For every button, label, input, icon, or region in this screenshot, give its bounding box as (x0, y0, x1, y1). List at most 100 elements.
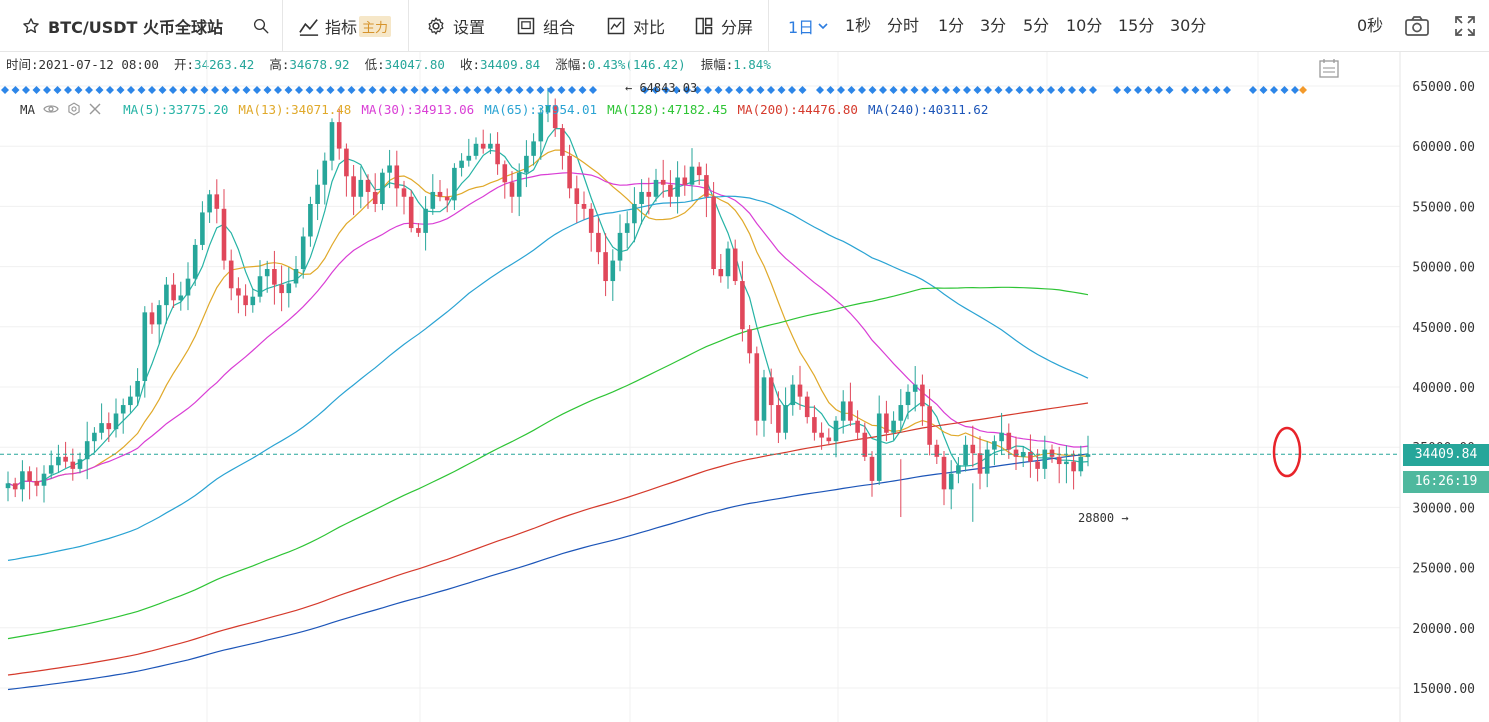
candle-body (394, 165, 400, 189)
signal-diamond (735, 86, 744, 94)
fullscreen-icon[interactable] (1453, 0, 1477, 52)
signal-diamond (1223, 86, 1231, 94)
signal-diamond (879, 86, 887, 94)
ma-line (7, 195, 1089, 561)
calendar-icon[interactable] (1318, 57, 1340, 79)
signal-diamond (253, 86, 261, 94)
signal-diamond (1270, 86, 1278, 94)
candle-body (77, 459, 83, 469)
candle-body (1056, 456, 1062, 465)
signal-diamond (305, 86, 314, 94)
candle-body (560, 128, 565, 156)
signal-diamond (1259, 86, 1268, 94)
candle-body (740, 281, 745, 330)
period-5m[interactable]: 5分 (1023, 16, 1050, 35)
candle-body (185, 278, 191, 296)
signal-diamond (952, 86, 961, 94)
amplitude-label: 振幅: (700, 57, 734, 72)
signal-diamond (1, 86, 9, 94)
candle-body (192, 244, 198, 279)
ma-legend: MA MA(5):33775.20 MA(13):34071.48 MA(30)… (6, 100, 998, 118)
signal-diamond (1280, 86, 1289, 94)
camera-icon[interactable] (1404, 0, 1430, 52)
candle-body (898, 405, 904, 421)
symbol-title[interactable]: BTC/USDT 火币全球站 (48, 18, 223, 37)
interval-dropdown[interactable]: 1日 (788, 0, 829, 52)
signal-diamond (672, 86, 681, 94)
candle-body (257, 276, 263, 297)
candle-body (840, 401, 846, 421)
eye-icon[interactable] (43, 103, 59, 115)
signal-diamond (242, 86, 251, 94)
signal-diamond (578, 86, 587, 94)
candle-body (783, 405, 788, 433)
low-marker-label: 28800 → (1078, 511, 1129, 525)
period-1m[interactable]: 1分 (938, 16, 965, 35)
signal-diamond (190, 86, 198, 94)
compare-button[interactable]: 对比 (606, 0, 665, 52)
candle-body (480, 143, 486, 149)
signal-diamond (137, 86, 146, 94)
signal-diamond (116, 86, 125, 94)
price-chart[interactable]: 15000.0020000.0025000.0030000.0035000.00… (0, 52, 1489, 722)
candle-body (365, 179, 371, 192)
candle-body (34, 480, 40, 486)
period-timeshare[interactable]: 分时 (887, 16, 920, 35)
signal-diamond (1212, 86, 1221, 94)
period-1s[interactable]: 1秒 (845, 16, 872, 35)
candle-body (135, 380, 140, 397)
signal-diamond (11, 86, 20, 94)
signal-diamond (1078, 86, 1087, 94)
candle-body (488, 143, 493, 149)
signal-diamond (536, 86, 545, 94)
settings-icon[interactable] (67, 102, 81, 116)
favorite-star-icon[interactable] (22, 0, 40, 52)
period-10m[interactable]: 10分 (1066, 16, 1103, 35)
last-price-tag: 34409.84 (1403, 444, 1489, 466)
y-tick-label: 30000.00 (1412, 501, 1475, 516)
period-3m[interactable]: 3分 (980, 16, 1007, 35)
signal-diamond (1191, 86, 1200, 94)
candle-body (430, 191, 436, 209)
candle-body (956, 465, 961, 474)
indicators-button[interactable]: 指标 主力 (298, 0, 392, 52)
signal-diamond (714, 86, 723, 94)
candle-body (322, 160, 328, 185)
signal-diamond (1291, 86, 1299, 94)
signal-diamond (889, 86, 898, 94)
signal-diamond (106, 86, 114, 94)
signal-diamond (200, 86, 209, 94)
candle-body (927, 406, 932, 445)
candle-body (862, 432, 868, 457)
signal-diamond (431, 86, 440, 94)
search-icon[interactable] (252, 0, 270, 52)
signal-diamond (389, 86, 398, 94)
compare-chart-icon (607, 17, 625, 35)
candle-body (250, 296, 256, 306)
period-15m[interactable]: 15分 (1118, 16, 1155, 35)
candle-body (884, 413, 889, 433)
close-value: 34409.84 (479, 57, 541, 72)
signal-diamond (1036, 86, 1045, 94)
close-icon[interactable] (89, 103, 101, 115)
ohlc-info: 时间:2021-07-12 08:00 开:34263.42 高:34678.9… (6, 54, 771, 72)
candle-body (452, 167, 457, 201)
combine-button[interactable]: 组合 (516, 0, 575, 52)
signal-diamond (693, 86, 702, 94)
signal-diamond (963, 86, 971, 94)
candle-body (315, 184, 320, 204)
candle-body (142, 312, 148, 381)
split-screen-button[interactable]: 分屏 (694, 0, 753, 52)
candle-body (596, 232, 601, 253)
candle-body (855, 420, 860, 433)
signal-diamond (295, 86, 303, 94)
settings-button[interactable]: 设置 (426, 0, 485, 52)
signal-diamond (1155, 86, 1163, 94)
candle-body (538, 112, 544, 142)
high-label: 高: (269, 57, 290, 72)
signal-diamond (568, 86, 576, 94)
period-30m[interactable]: 30分 (1170, 16, 1207, 35)
candle-body (344, 148, 349, 177)
candle-body (351, 176, 356, 197)
candle-body (1049, 449, 1055, 457)
